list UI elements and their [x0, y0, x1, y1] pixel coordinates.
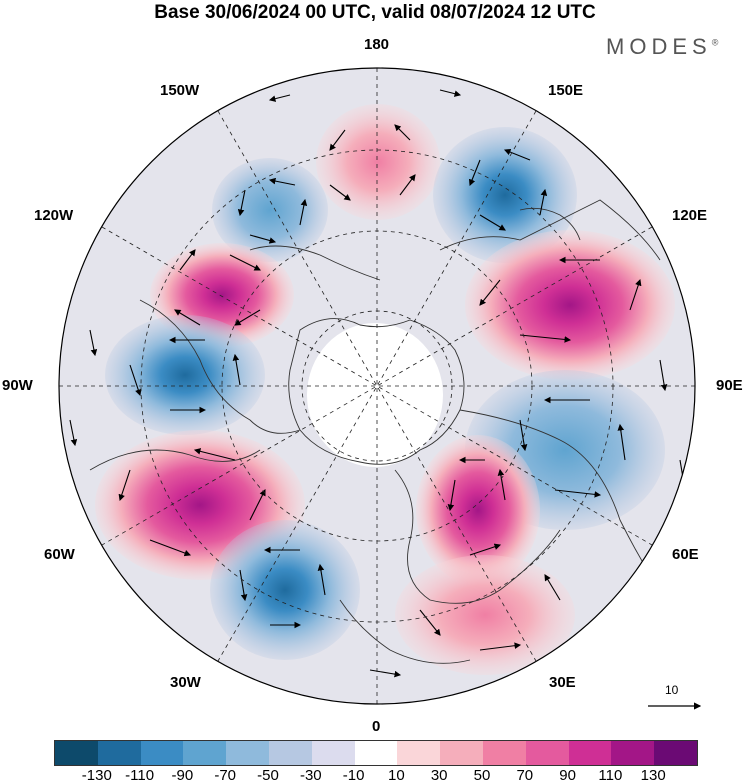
- colorbar-swatch: [525, 741, 569, 765]
- alaska-negative-anomaly: [212, 158, 328, 262]
- colorbar-swatch: [97, 741, 141, 765]
- colorbar-tick-label: -70: [214, 767, 237, 784]
- colorbar-tick-label: -90: [171, 767, 194, 784]
- lon-label-90e: 90E: [716, 377, 743, 394]
- colorbar-tick-label: -130: [81, 767, 112, 784]
- lon-label-30w: 30W: [170, 674, 201, 691]
- mid-atlantic-negative-anomaly: [210, 520, 360, 660]
- colorbar-tick-label: -30: [299, 767, 322, 784]
- lon-label-60w: 60W: [44, 546, 75, 563]
- lon-label-120e: 120E: [672, 207, 708, 224]
- colorbar-tick-label: 90: [559, 767, 576, 784]
- colorbar-tick-label: 30: [430, 767, 448, 784]
- lon-label-0: 0: [372, 718, 381, 735]
- colorbar-tick-label: 70: [516, 767, 534, 784]
- colorbar-tick-label: -110: [125, 767, 155, 784]
- colorbar-tick-label: 50: [473, 767, 491, 784]
- lon-label-180: 180: [364, 36, 390, 53]
- colorbar-tick-label: 110: [598, 767, 623, 784]
- colorbar-swatch: [226, 741, 269, 765]
- reference-vector-label: 10: [665, 683, 679, 697]
- scandinavia-positive-anomaly: [416, 435, 540, 585]
- colorbar-swatch: [140, 741, 184, 765]
- lon-label-30e: 30E: [549, 674, 576, 691]
- lon-label-120w: 120W: [34, 207, 74, 224]
- central-siberia-positive-anomaly: [465, 230, 675, 380]
- colorbar-swatch: [397, 741, 441, 765]
- colorbar-swatch: [268, 741, 312, 765]
- colorbar-swatch: [611, 741, 655, 765]
- lon-label-90w: 90W: [2, 377, 33, 394]
- brand-text: MODES: [606, 34, 712, 59]
- colorbar-swatch: [568, 741, 612, 765]
- north-pacific-positive-anomaly: [316, 104, 440, 220]
- colorbar-swatch: [183, 741, 227, 765]
- registered-mark: ®: [711, 37, 719, 48]
- lon-label-150e: 150E: [548, 82, 584, 99]
- map-boundary: [58, 67, 696, 705]
- colorbar-swatch: [311, 741, 355, 765]
- lon-label-150w: 150W: [160, 82, 200, 99]
- colorbar-tick-label: -50: [257, 767, 279, 784]
- europe-positive-anomaly: [395, 555, 575, 675]
- arctic-ice: [307, 323, 443, 467]
- colorbar-tick-label: -10: [342, 767, 365, 784]
- map-title: Base 30/06/2024 00 UTC, valid 08/07/2024…: [154, 2, 596, 23]
- colorbar: [54, 740, 698, 766]
- graticule: [59, 68, 695, 704]
- modes-logo: MODES®: [606, 34, 718, 60]
- colorbar-swatch: [654, 741, 697, 765]
- colorbar-swatch: [55, 741, 98, 765]
- colorbar-tick-label: 130: [640, 767, 666, 784]
- colorbar-swatch: [354, 741, 398, 765]
- colorbar-tick-label: 10: [388, 767, 405, 784]
- hudson-bay-negative-anomaly: [105, 315, 265, 435]
- colorbar-swatch: [440, 741, 483, 765]
- colorbar-swatch: [482, 741, 526, 765]
- lon-label-60e: 60E: [672, 546, 699, 563]
- map-disk: [59, 68, 695, 704]
